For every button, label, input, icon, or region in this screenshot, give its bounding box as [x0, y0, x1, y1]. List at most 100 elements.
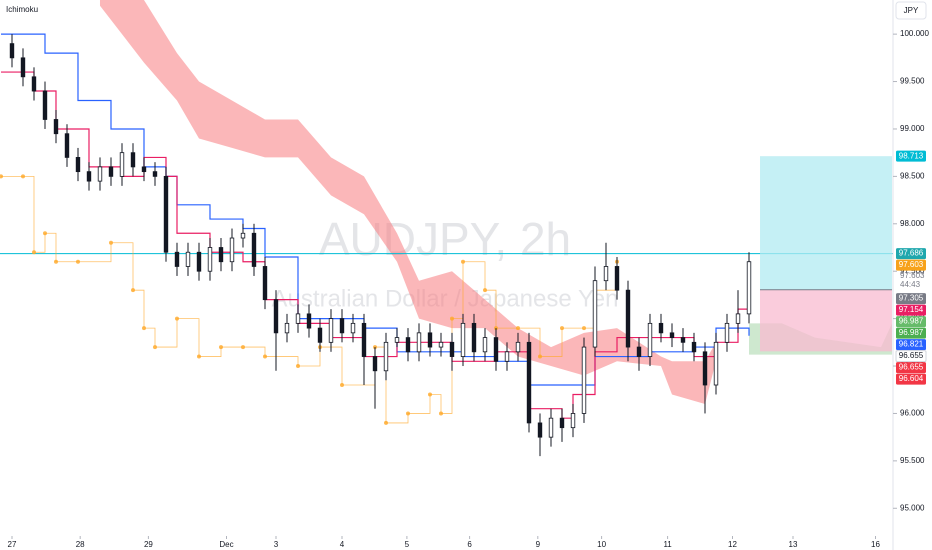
candle-body	[735, 313, 741, 324]
indicator-dot	[405, 411, 410, 416]
indicator-dot	[560, 326, 565, 331]
candle-body	[658, 322, 664, 334]
indicator-dot	[427, 392, 432, 397]
candle-body	[449, 341, 455, 357]
candle-body	[515, 341, 521, 353]
price-label-box	[896, 304, 926, 316]
y-tick-label: 96.000	[900, 409, 925, 418]
candle-body	[471, 322, 477, 353]
indicator-dot	[20, 174, 25, 179]
price-label-box	[896, 316, 926, 328]
indicator-dot	[75, 259, 80, 264]
candle-body	[108, 166, 114, 177]
candle-body	[306, 313, 312, 329]
indicator-dot	[42, 231, 47, 236]
candle-body	[526, 341, 532, 424]
price-label: 96.604	[899, 374, 924, 383]
indicator-dot	[461, 259, 466, 264]
y-tick-label: 100.000	[900, 29, 929, 38]
plot-area	[0, 0, 893, 457]
candle-body	[295, 313, 301, 324]
candle-body	[64, 133, 70, 158]
candle-body	[603, 266, 609, 282]
price-label-box	[896, 248, 926, 260]
x-tick-label: 5	[405, 540, 410, 549]
currency-button[interactable]	[895, 1, 927, 20]
x-tick-label: 12	[728, 540, 737, 549]
candle-body	[174, 251, 180, 267]
candle-body	[625, 289, 631, 348]
indicator-dot	[218, 345, 223, 350]
candle-body	[724, 322, 730, 343]
candle-body	[42, 90, 48, 120]
countdown: 44:43	[900, 280, 921, 289]
price-label: 97.686	[899, 249, 924, 258]
indicator-dot	[262, 354, 267, 359]
candle-body	[427, 332, 433, 348]
candle-body	[460, 322, 466, 357]
x-tick-label: 9	[536, 540, 541, 549]
price-label: 97.603	[899, 260, 924, 269]
candle-body	[317, 327, 323, 343]
price-label-box	[896, 373, 926, 385]
candle-body	[339, 318, 345, 334]
y-tick-label: 99.500	[900, 77, 925, 86]
candle-body	[361, 322, 367, 357]
x-tick-label: 11	[663, 540, 672, 549]
price-label: 96.987	[899, 317, 924, 326]
candle-body	[130, 152, 136, 168]
candle-body	[493, 337, 499, 362]
candle-body	[350, 322, 356, 334]
candle-body	[251, 232, 257, 267]
indicator-dot	[130, 288, 135, 293]
price-label-box	[896, 362, 926, 374]
y-tick-label: 98.500	[900, 171, 925, 180]
candle-body	[229, 237, 235, 263]
price-label: 96.655	[899, 363, 924, 372]
price-label-box	[896, 259, 926, 271]
indicator-dot	[53, 259, 58, 264]
candle-body	[548, 417, 554, 438]
y-tick-label: 99.000	[900, 124, 925, 133]
indicator-dot	[438, 411, 443, 416]
candle-body	[284, 322, 290, 334]
candle-body	[405, 337, 411, 353]
candle-body	[614, 266, 620, 291]
price-label: 97.154	[899, 305, 924, 314]
candle-body	[20, 57, 26, 78]
candle-body	[207, 247, 213, 272]
indicator-dot	[240, 345, 245, 350]
candle-body	[273, 299, 279, 334]
position-target	[760, 156, 893, 290]
price-label: 96.821	[899, 340, 924, 349]
candle-body	[97, 166, 103, 182]
candle-body	[581, 346, 587, 414]
last-price: 97.603	[900, 271, 925, 280]
indicator-dot	[295, 364, 300, 369]
price-label: 98.713	[899, 151, 924, 160]
indicator-dot	[31, 250, 36, 255]
indicator-dot	[152, 345, 157, 350]
candle-body	[53, 119, 59, 135]
candle-body	[669, 332, 675, 338]
candle-body	[86, 171, 92, 182]
price-label-box	[896, 293, 926, 305]
candle-body	[119, 152, 125, 177]
candle-body	[31, 76, 37, 92]
price-label-box	[896, 339, 926, 351]
price-label: 96.655	[899, 351, 924, 360]
candle-body	[152, 171, 158, 177]
indicator-dot	[0, 174, 3, 179]
candle-body	[570, 413, 576, 429]
x-tick-label: 13	[789, 540, 798, 549]
currency[interactable]: JPY	[904, 6, 919, 15]
candle-body	[438, 341, 444, 348]
x-tick-label: 29	[144, 540, 153, 549]
indicator-dot	[141, 326, 146, 331]
candle-body	[75, 157, 81, 173]
indicator-dot	[383, 420, 388, 425]
candle-body	[482, 337, 488, 353]
candle-body	[163, 175, 169, 253]
indicator-name: Ichimoku	[6, 5, 38, 14]
